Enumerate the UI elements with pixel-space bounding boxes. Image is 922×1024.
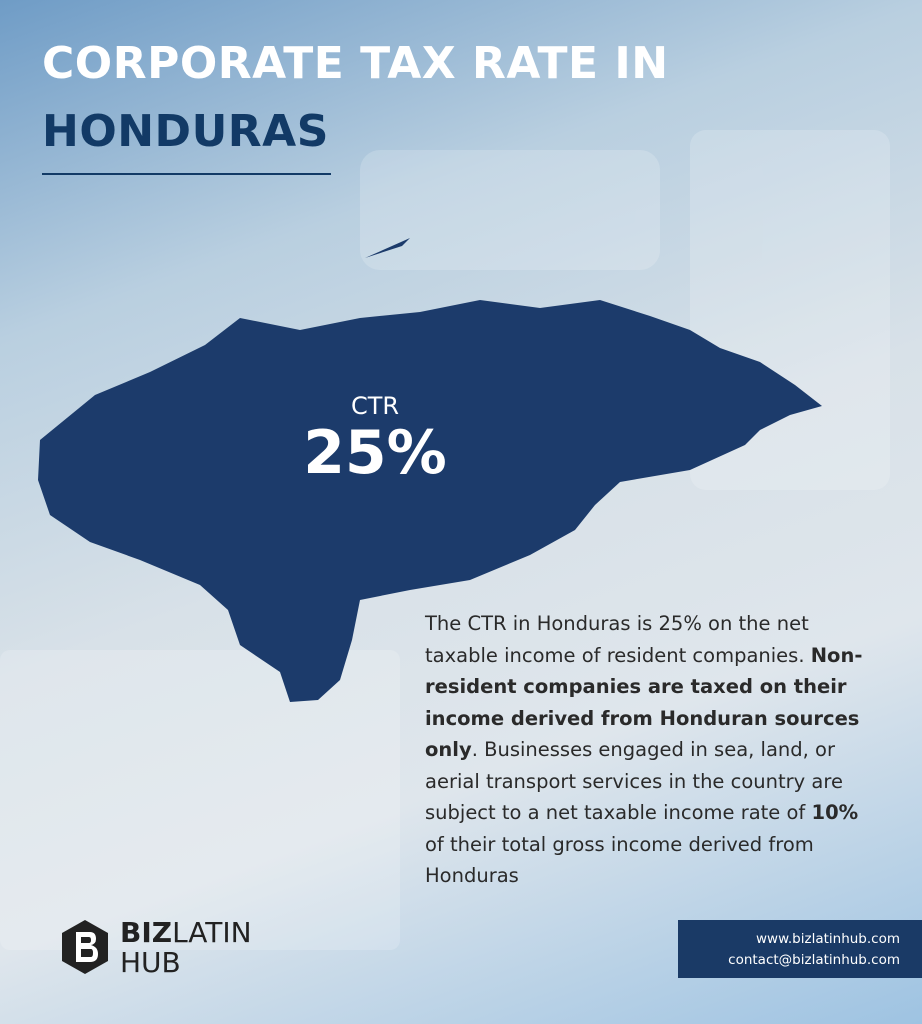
logo-text: LATIN [172, 916, 252, 949]
title-line: HONDURAS [42, 106, 329, 157]
website[interactable]: www.bizlatinhub.com [755, 931, 900, 947]
honduras-map [38, 300, 822, 702]
logo-icon [62, 920, 108, 974]
text: . Businesses engaged in sea, land, or ae… [425, 738, 843, 824]
text: of their total gross income derived from… [425, 832, 814, 888]
text: The CTR in Honduras is 25% on the net ta… [425, 612, 811, 667]
logo-text: HUB [120, 946, 181, 979]
description: The CTR in Honduras is 25% on the net ta… [425, 608, 880, 892]
map-label: CTR [350, 392, 400, 420]
contact-box: www.bizlatinhub.com contact@bizlatinhub.… [678, 920, 922, 978]
map-rate: 25% [303, 418, 447, 488]
bold-text: Non-resident companies are taxed on thei… [425, 643, 863, 762]
logo-text: BIZ [120, 916, 173, 949]
bold-text: 10% [811, 801, 859, 824]
title-line: CORPORATE TAX RATE IN [42, 38, 669, 89]
email[interactable]: contact@bizlatinhub.com [728, 952, 900, 968]
title-underline [42, 173, 331, 175]
